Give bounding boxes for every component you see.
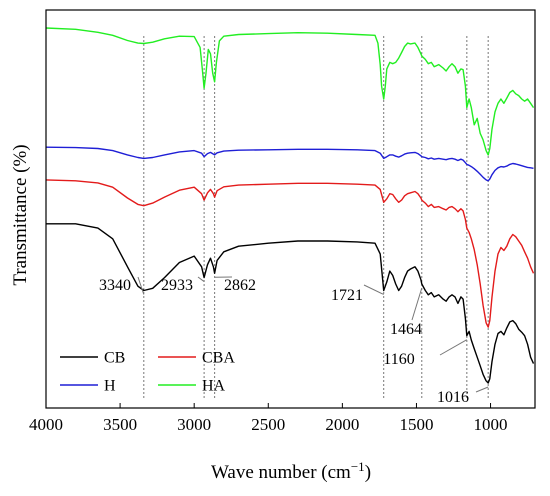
x-axis-label-main: Wave number (cm [211, 462, 351, 483]
series-group [45, 27, 535, 384]
plot-frame [45, 9, 536, 409]
peak-label-1016: 1016 [437, 389, 469, 406]
peak-label-1721: 1721 [331, 287, 363, 304]
peak-label-2862: 2862 [224, 277, 256, 294]
annotation-leader [439, 339, 468, 356]
x-axis-ticks: 4000 3500 3000 2500 2000 1500 1000 [29, 403, 508, 434]
x-tick-label: 2500 [251, 415, 285, 434]
annotation-labels: 3340 2933 2862 1721 1464 1160 1016 [99, 277, 469, 406]
peak-label-2933: 2933 [161, 277, 193, 294]
x-axis-label-sup: −1 [351, 459, 365, 474]
series-line-cb [46, 223, 535, 384]
x-tick-label: 2000 [325, 415, 359, 434]
series-line-cba [45, 179, 535, 328]
annotation-leader [475, 386, 489, 393]
x-tick-label: 3000 [177, 415, 211, 434]
reference-vlines [143, 36, 489, 398]
x-tick-label: 1500 [399, 415, 433, 434]
annotation-leader [363, 284, 384, 295]
peak-label-3340: 3340 [99, 277, 131, 294]
series-line-ha [45, 27, 535, 156]
annotation-leaders [137, 276, 489, 393]
x-tick-label: 1000 [474, 415, 508, 434]
x-tick-label: 4000 [29, 415, 63, 434]
legend-label-h: H [104, 378, 116, 395]
x-axis-label-tail: ) [365, 462, 371, 483]
legend-label-cba: CBA [202, 350, 235, 367]
x-axis-label: Wave number (cm−1) [211, 459, 371, 483]
x-tick-label: 3500 [103, 415, 137, 434]
y-axis-label: Transmittance (%) [10, 144, 31, 285]
series-line-h [45, 146, 534, 182]
peak-label-1160: 1160 [383, 351, 414, 368]
annotation-leader [137, 276, 145, 295]
annotation-leader [411, 287, 423, 321]
legend-label-cb: CB [104, 350, 125, 367]
annotation-leader [197, 276, 205, 282]
legend: CB CBA H HA [60, 350, 235, 395]
peak-label-1464: 1464 [390, 321, 422, 338]
legend-label-ha: HA [202, 378, 226, 395]
